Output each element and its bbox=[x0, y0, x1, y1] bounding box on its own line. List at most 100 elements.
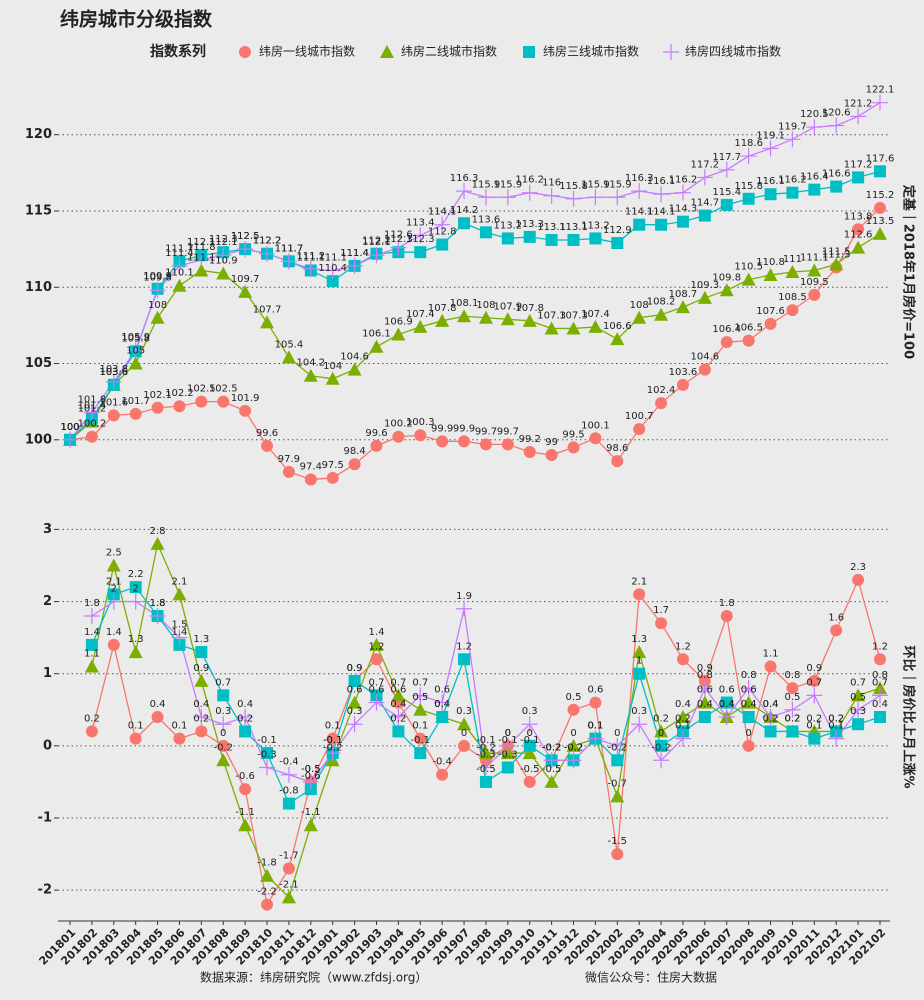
value-label: 103.6 bbox=[99, 367, 128, 378]
value-label: 113.6 bbox=[472, 214, 501, 225]
marker bbox=[479, 438, 492, 451]
marker bbox=[808, 732, 821, 745]
marker bbox=[521, 184, 538, 201]
marker bbox=[609, 189, 626, 206]
marker bbox=[632, 645, 647, 659]
y-tick-label: 115 bbox=[25, 203, 52, 218]
marker bbox=[195, 725, 208, 738]
value-label: -0.3 bbox=[257, 750, 277, 761]
value-label: 0.5 bbox=[850, 692, 866, 703]
marker bbox=[413, 319, 428, 333]
marker bbox=[850, 701, 867, 718]
marker bbox=[610, 332, 625, 346]
marker bbox=[786, 186, 799, 199]
value-label: 1.1 bbox=[84, 649, 100, 660]
value-label: 113.2 bbox=[581, 220, 610, 231]
marker bbox=[696, 169, 713, 186]
marker bbox=[654, 307, 669, 321]
marker bbox=[324, 262, 341, 279]
value-label: 0 bbox=[461, 728, 467, 739]
marker bbox=[655, 617, 668, 630]
value-label: -0.5 bbox=[520, 764, 540, 775]
legend-title: 指数系列 bbox=[150, 43, 206, 60]
marker bbox=[261, 439, 274, 452]
marker bbox=[172, 587, 187, 601]
marker bbox=[633, 588, 646, 601]
marker bbox=[347, 362, 362, 376]
marker bbox=[85, 430, 98, 443]
value-label: 1.1 bbox=[763, 649, 779, 660]
value-label: 0.4 bbox=[434, 699, 450, 710]
value-label: 106.5 bbox=[734, 323, 763, 334]
value-label: 111.4 bbox=[340, 248, 369, 259]
marker bbox=[434, 216, 451, 233]
marker bbox=[828, 117, 845, 134]
value-label: 0.6 bbox=[697, 685, 713, 696]
value-label: 99.9 bbox=[431, 423, 453, 434]
value-label: -0.4 bbox=[279, 757, 299, 768]
value-label: 0.6 bbox=[390, 685, 406, 696]
marker bbox=[215, 247, 232, 264]
value-label: 115.9 bbox=[494, 179, 523, 190]
marker bbox=[414, 732, 427, 745]
marker bbox=[149, 608, 166, 624]
marker bbox=[62, 431, 78, 448]
value-label: -0.2 bbox=[564, 742, 584, 753]
marker bbox=[611, 754, 624, 767]
marker bbox=[457, 717, 472, 731]
marker bbox=[304, 473, 317, 486]
value-label: 114.1 bbox=[625, 207, 654, 218]
value-label: -0.7 bbox=[608, 778, 628, 789]
value-label: 110.1 bbox=[165, 268, 194, 279]
marker bbox=[217, 395, 230, 408]
value-label: 111.4 bbox=[165, 248, 194, 259]
marker bbox=[456, 600, 473, 617]
value-label: 1.4 bbox=[106, 627, 122, 638]
marker bbox=[808, 674, 821, 687]
marker bbox=[414, 747, 427, 760]
marker bbox=[194, 673, 209, 687]
marker bbox=[565, 190, 582, 207]
value-label: 110.9 bbox=[209, 256, 238, 267]
marker bbox=[479, 226, 492, 239]
marker bbox=[105, 373, 122, 390]
value-label: 0.2 bbox=[675, 713, 691, 724]
value-label: -0.5 bbox=[542, 764, 562, 775]
marker bbox=[458, 217, 471, 230]
marker bbox=[874, 201, 886, 214]
value-label: 1.3 bbox=[631, 634, 647, 645]
value-label: 113.3 bbox=[515, 219, 544, 230]
marker bbox=[611, 848, 624, 861]
marker bbox=[806, 119, 823, 136]
marker bbox=[477, 189, 494, 206]
marker bbox=[458, 653, 471, 666]
marker bbox=[633, 423, 646, 436]
marker bbox=[259, 759, 276, 776]
value-label: 112.8 bbox=[428, 227, 457, 238]
marker bbox=[523, 230, 536, 243]
marker bbox=[216, 266, 231, 280]
value-label: 103.6 bbox=[99, 367, 128, 378]
value-label: 101.4 bbox=[78, 400, 107, 411]
value-label: 108.5 bbox=[778, 292, 807, 303]
value-label: -1.1 bbox=[301, 807, 321, 818]
value-label: 0 bbox=[505, 728, 511, 739]
marker bbox=[280, 253, 297, 270]
value-label: 104.6 bbox=[340, 352, 369, 363]
marker bbox=[195, 395, 208, 408]
value-label: 116.4 bbox=[800, 172, 829, 183]
value-label: 1.4 bbox=[369, 627, 385, 638]
marker bbox=[674, 184, 691, 201]
marker bbox=[521, 716, 538, 733]
marker bbox=[501, 438, 514, 451]
marker bbox=[380, 45, 394, 58]
value-label: 0.1 bbox=[828, 721, 844, 732]
value-label: 0.1 bbox=[325, 721, 341, 732]
marker bbox=[259, 245, 276, 262]
marker bbox=[150, 310, 165, 324]
value-label: 1.2 bbox=[369, 641, 385, 652]
marker bbox=[523, 446, 536, 458]
marker bbox=[390, 709, 407, 725]
marker bbox=[85, 725, 98, 738]
value-label: 105.9 bbox=[121, 332, 150, 343]
